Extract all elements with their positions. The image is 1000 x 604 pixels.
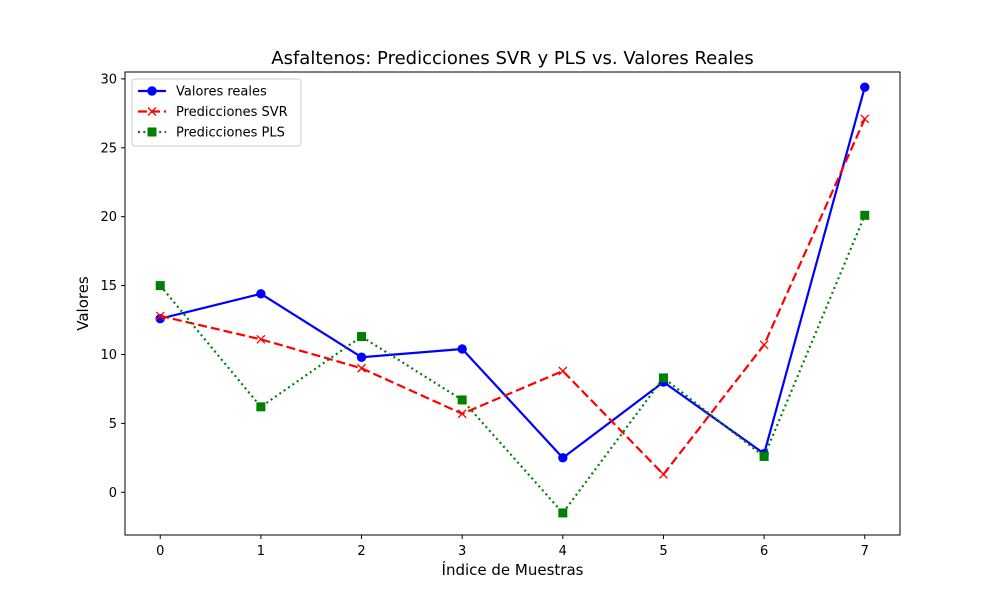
series-2 bbox=[155, 114, 870, 479]
x-marker-stroke bbox=[147, 107, 157, 116]
x-tick-label: 6 bbox=[760, 544, 768, 559]
x-tick-label: 7 bbox=[861, 544, 869, 559]
plot-frame bbox=[124, 71, 901, 536]
y-axis-label: Valores bbox=[74, 276, 92, 331]
y-tick-label: 10 bbox=[100, 348, 117, 363]
data-point bbox=[457, 344, 467, 354]
legend-marker bbox=[147, 127, 157, 137]
data-point bbox=[256, 289, 266, 299]
y-tick-label: 30 bbox=[100, 72, 117, 87]
y-tick-label: 0 bbox=[109, 486, 117, 501]
legend: Valores reales Predicciones SVR Prediccion… bbox=[131, 78, 302, 147]
data-point bbox=[155, 281, 165, 291]
x-marker-stroke bbox=[759, 340, 769, 350]
x-marker-stroke bbox=[659, 469, 668, 479]
legend-label: Predicciones SVR bbox=[176, 105, 288, 120]
data-point bbox=[155, 311, 165, 321]
data-point bbox=[759, 451, 769, 461]
x-marker-stroke bbox=[860, 114, 870, 124]
legend-label: Valores reales bbox=[176, 85, 267, 100]
legend-item: Predicciones PLS bbox=[138, 126, 285, 141]
data-point bbox=[457, 409, 467, 419]
legend-box bbox=[131, 78, 302, 147]
data-point bbox=[860, 114, 870, 124]
axes-layer: 0 1 2 3 4 5 6 7 0 5 10 15 20 25 30 bbox=[100, 72, 868, 559]
x-marker-stroke bbox=[155, 311, 165, 321]
data-point bbox=[256, 334, 266, 344]
chart-title: Asfaltenos: Predicciones SVR y PLS vs. V… bbox=[271, 48, 753, 69]
legend-marker bbox=[147, 107, 157, 116]
data-point bbox=[558, 453, 568, 463]
data-point bbox=[357, 363, 366, 373]
data-point bbox=[558, 366, 568, 376]
x-tick-label: 4 bbox=[559, 544, 567, 559]
legend-item: Valores reales bbox=[138, 85, 267, 100]
x-marker-stroke bbox=[558, 366, 568, 376]
data-point bbox=[558, 508, 568, 518]
data-point bbox=[256, 402, 266, 412]
x-axis-label: Índice de Muestras bbox=[442, 560, 584, 579]
legend-marker bbox=[147, 86, 157, 96]
series-line bbox=[159, 118, 866, 476]
x-tick-label: 2 bbox=[357, 544, 365, 559]
series-layer bbox=[155, 82, 870, 518]
x-tick-label: 5 bbox=[659, 544, 667, 559]
data-point bbox=[759, 340, 769, 350]
x-tick-label: 1 bbox=[257, 544, 265, 559]
x-marker-stroke bbox=[357, 363, 366, 373]
y-tick-label: 25 bbox=[100, 141, 117, 156]
data-point bbox=[860, 210, 870, 220]
x-marker-stroke bbox=[256, 334, 266, 344]
data-point bbox=[659, 469, 668, 479]
data-point bbox=[356, 352, 367, 362]
y-tick-label: 5 bbox=[109, 417, 117, 432]
data-point bbox=[658, 373, 668, 383]
legend-label: Predicciones PLS bbox=[176, 126, 285, 141]
series-line bbox=[159, 86, 866, 459]
x-tick-label: 0 bbox=[156, 544, 164, 559]
data-point bbox=[357, 332, 367, 342]
data-point bbox=[457, 395, 467, 405]
series-3 bbox=[155, 210, 870, 518]
x-tick-label: 3 bbox=[458, 544, 466, 559]
x-marker-stroke bbox=[457, 409, 467, 419]
y-tick-label: 15 bbox=[100, 279, 117, 294]
legend-item: Predicciones SVR bbox=[138, 105, 288, 120]
data-point bbox=[860, 82, 870, 92]
y-tick-label: 20 bbox=[100, 210, 117, 225]
